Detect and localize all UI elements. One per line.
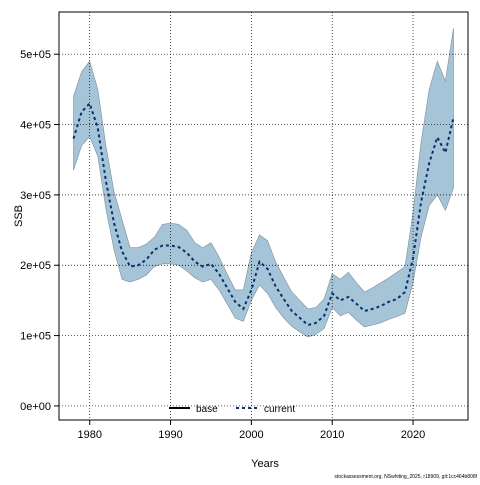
y-tick-label-1: 1e+05 xyxy=(20,331,51,343)
y-tick-label-2: 2e+05 xyxy=(20,260,51,272)
x-tick-label-3: 2010 xyxy=(320,429,344,441)
y-axis: 0e+00 1e+05 2e+05 3e+05 4e+05 5e+05 xyxy=(20,49,59,413)
x-tick-label-1: 1990 xyxy=(158,429,182,441)
legend: base current xyxy=(169,404,295,415)
y-axis-title: SSB xyxy=(13,205,25,227)
confidence-band-current xyxy=(73,28,454,338)
confidence-band-layer xyxy=(73,28,454,338)
x-axis: 1980 1990 2000 2010 2020 xyxy=(77,420,425,441)
x-tick-label-4: 2020 xyxy=(401,429,425,441)
y-tick-label-5: 5e+05 xyxy=(20,49,51,61)
x-tick-label-2: 2000 xyxy=(239,429,263,441)
y-tick-label-3: 3e+05 xyxy=(20,190,51,202)
line-layer xyxy=(72,101,455,327)
legend-label-current: current xyxy=(264,404,295,415)
series-line-current xyxy=(72,101,455,327)
plot-frame xyxy=(58,11,469,421)
x-tick-label-0: 1980 xyxy=(77,429,101,441)
legend-label-base: base xyxy=(196,404,218,415)
x-axis-title: Years xyxy=(251,458,279,470)
y-tick-label-4: 4e+05 xyxy=(20,120,51,132)
y-tick-label-0: 0e+00 xyxy=(20,401,51,413)
footer-text: stockassessment.org, NSwhiting_2025, r18… xyxy=(334,474,477,480)
